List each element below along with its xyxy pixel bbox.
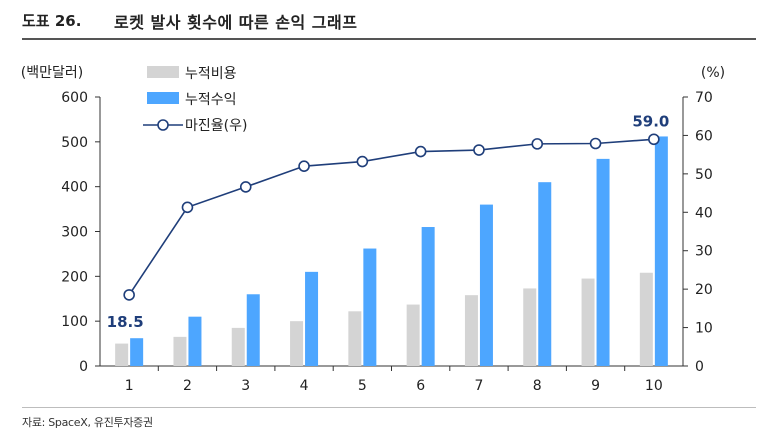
legend-label-revenue: 누적수익 [185, 92, 237, 108]
legend-swatch-margin-marker [157, 119, 169, 131]
y-right-tick-label: 60 [695, 128, 713, 144]
y-left-tick-label: 300 [61, 225, 88, 241]
margin-point [531, 138, 544, 150]
bar-cumulative-revenue [654, 136, 668, 366]
x-tick-label: 4 [300, 378, 309, 394]
y-right-tick-label: 40 [695, 205, 713, 221]
bar-cumulative-cost [173, 336, 187, 366]
bar-cumulative-revenue [479, 204, 493, 366]
margin-point [356, 155, 369, 168]
margin-point [414, 145, 427, 158]
bar-cumulative-revenue [421, 227, 435, 366]
y-left-tick-label: 600 [61, 90, 88, 106]
x-tick-label: 1 [125, 378, 134, 394]
x-tick-label: 3 [241, 378, 250, 394]
bar-cumulative-revenue [188, 316, 202, 366]
bar-cumulative-revenue [130, 338, 144, 366]
y-left-tick-label: 100 [61, 314, 88, 330]
x-tick-label: 8 [533, 378, 542, 394]
legend-label-margin: 마진율(우) [185, 118, 247, 134]
margin-point [181, 201, 194, 214]
y-right-tick-label: 10 [695, 321, 713, 337]
bar-cumulative-revenue [538, 182, 552, 366]
margin-point [648, 133, 660, 146]
y-right-tick-label: 70 [695, 90, 713, 106]
y-left-tick-label: 500 [61, 135, 88, 151]
x-tick-label: 9 [591, 378, 600, 394]
y-right-axis-label: (%) [701, 65, 725, 81]
figure-header: 도표 26. 로켓 발사 횟수에 따른 손익 그래프 [0, 0, 773, 44]
margin-point [298, 160, 310, 172]
y-right-tick-label: 0 [695, 359, 704, 375]
x-tick-label: 2 [183, 378, 192, 394]
margin-point [123, 289, 135, 301]
figure-title: 로켓 발사 횟수에 따른 손익 그래프 [114, 13, 358, 32]
bar-cumulative-cost [523, 288, 537, 366]
figure-label: 도표 26. [22, 12, 82, 30]
legend-label-cost: 누적비용 [185, 66, 237, 82]
y-left-tick-label: 400 [61, 180, 88, 196]
y-left-tick-label: 0 [79, 359, 88, 375]
bar-cumulative-revenue [596, 158, 610, 366]
margin-point [239, 181, 252, 193]
margin-line [128, 138, 654, 296]
bar-cumulative-revenue [305, 271, 319, 366]
source-note: 자료: SpaceX, 유진투자증권 [22, 416, 153, 429]
bar-cumulative-cost [115, 343, 129, 366]
bar-cumulative-cost [581, 278, 595, 366]
data-label-margin: 59.0 [632, 112, 669, 130]
y-right-tick-label: 20 [695, 282, 713, 298]
bar-cumulative-cost [406, 304, 420, 366]
header-divider [22, 38, 756, 40]
bar-cumulative-cost [348, 311, 362, 366]
x-tick-label: 5 [358, 378, 367, 394]
legend-swatch-revenue [147, 92, 179, 104]
x-tick-label: 7 [474, 378, 483, 394]
bar-cumulative-revenue [363, 248, 377, 366]
profit-loss-chart: 0 100 200 300 400 500 600 0 10 20 30 40 50 60 70 (백만달러)… [21, 65, 725, 394]
margin-point [473, 144, 485, 156]
x-tick-label: 10 [645, 378, 663, 394]
footer-divider [22, 407, 756, 408]
margin-point [589, 137, 602, 150]
bar-cumulative-cost [290, 321, 304, 366]
y-right-tick-label: 50 [695, 167, 713, 183]
y-right-tick-label: 30 [695, 244, 713, 260]
bar-cumulative-revenue [246, 294, 260, 366]
x-tick-label: 6 [416, 378, 425, 394]
y-left-tick-label: 200 [61, 269, 88, 285]
bar-cumulative-cost [639, 272, 653, 366]
bar-cumulative-cost [464, 295, 478, 366]
legend-swatch-cost [147, 66, 179, 78]
data-label-margin: 18.5 [107, 313, 144, 331]
y-left-axis-label: (백만달러) [21, 65, 83, 81]
bar-cumulative-cost [231, 327, 245, 366]
